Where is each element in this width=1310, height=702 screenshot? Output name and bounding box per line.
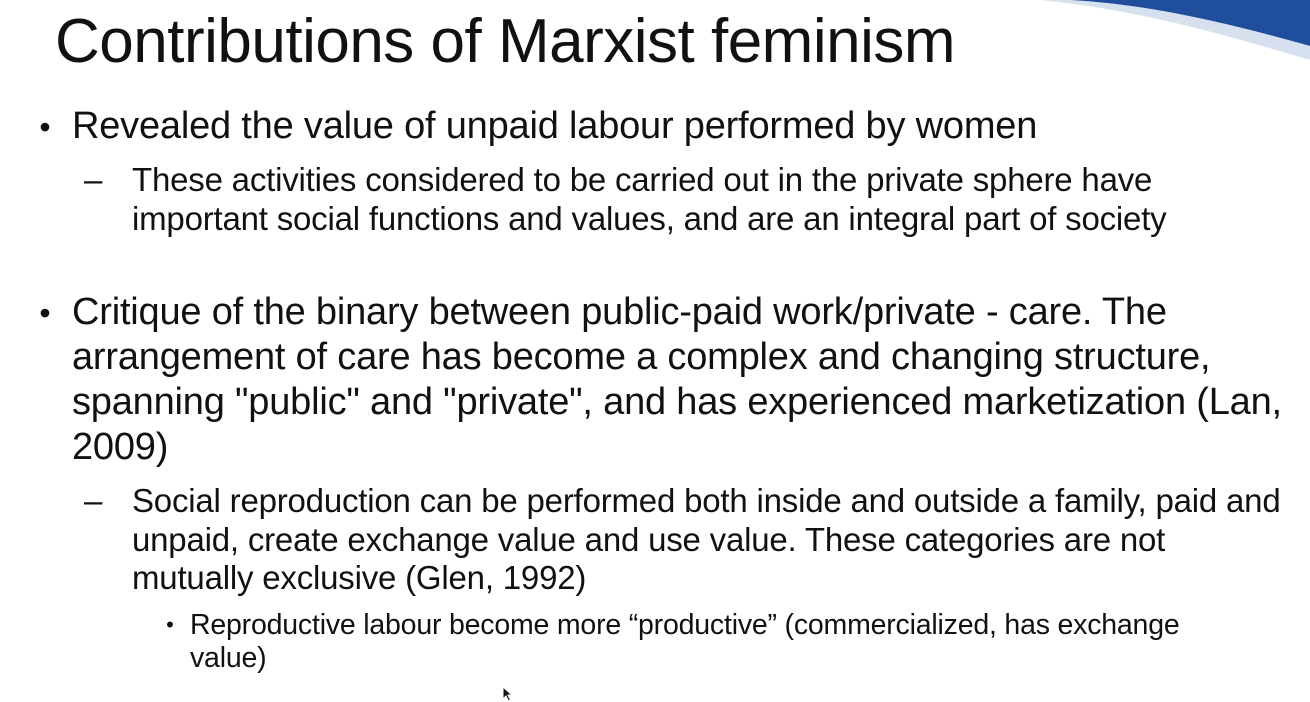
corner-decoration <box>1040 0 1310 60</box>
bullet-marker: • <box>39 295 51 331</box>
mouse-pointer-icon <box>502 686 514 702</box>
bullet-text: Critique of the binary between public-pa… <box>72 291 1282 468</box>
bullet-text: Revealed the value of unpaid labour perf… <box>72 105 1038 147</box>
sub-bullet-item: – These activities considered to be carr… <box>84 161 1289 238</box>
sub-bullet-text: These activities considered to be carrie… <box>132 161 1167 237</box>
bullet-item: • Revealed the value of unpaid labour pe… <box>18 104 1288 150</box>
sub-sub-bullet-item: • Reproductive labour become more “produ… <box>150 609 1250 675</box>
sub-bullet-item: – Social reproduction can be performed b… <box>84 482 1289 598</box>
dash-marker: – <box>84 482 103 519</box>
bullet-item: • Critique of the binary between public-… <box>18 290 1288 470</box>
dash-marker: – <box>84 161 103 198</box>
slide-title: Contributions of Marxist feminism <box>55 7 956 76</box>
bullet-marker: • <box>166 612 174 637</box>
bullet-marker: • <box>39 109 51 145</box>
sub-sub-bullet-text: Reproductive labour become more “product… <box>190 609 1180 674</box>
sub-bullet-text: Social reproduction can be performed bot… <box>132 482 1281 596</box>
